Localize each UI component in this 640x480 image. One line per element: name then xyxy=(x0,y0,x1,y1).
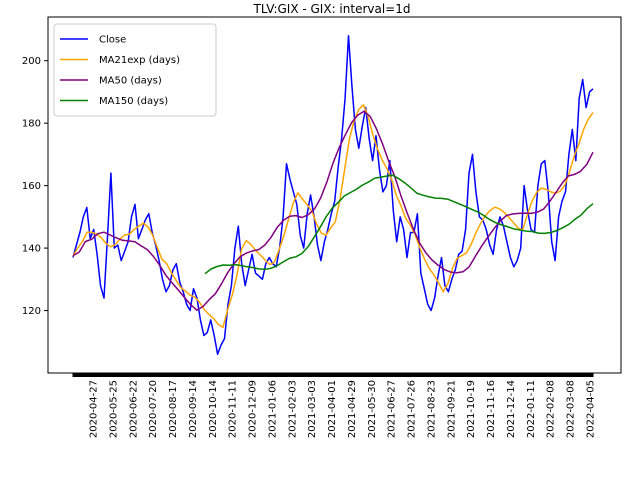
legend-label: MA50 (days) xyxy=(99,76,162,87)
x-tick-label: 2020-05-25 xyxy=(108,380,119,438)
legend-label: MA21exp (days) xyxy=(99,55,180,66)
series-line-ma50-days xyxy=(72,110,594,311)
y-tick-label: 160 xyxy=(22,181,41,192)
plot-area: 2020-04-27 2020-05-25 2020-06-22 2020-07-20… xyxy=(22,16,622,438)
x-tick-label: 2021-06-27 xyxy=(387,380,398,438)
x-tick-label: 2021-04-29 xyxy=(347,380,358,438)
x-tick-label: 2022-03-08 xyxy=(566,380,577,438)
x-tick-label: 2020-10-14 xyxy=(208,380,219,438)
x-tick-label: 2020-11-11 xyxy=(228,380,239,438)
x-tick-label: 2021-01-06 xyxy=(267,380,278,438)
y-tick-label: 140 xyxy=(22,244,41,255)
x-tick-label: 2020-12-09 xyxy=(248,380,259,438)
x-tick-label: 2020-08-17 xyxy=(168,380,179,438)
x-tick-label: 2020-09-14 xyxy=(188,380,199,438)
y-tick-label: 180 xyxy=(22,119,41,130)
y-axis-ticks: 120 140 160 180 200 xyxy=(22,56,48,317)
plot-frame xyxy=(47,16,622,374)
legend-label: Close xyxy=(99,35,126,46)
x-tick-label: 2022-02-08 xyxy=(546,380,557,438)
series-line-ma21exp-days xyxy=(72,104,594,329)
legend: Close MA21exp (days) MA50 (days) MA150 (day… xyxy=(53,23,217,117)
x-tick-label: 2021-02-03 xyxy=(287,380,298,438)
series-lines xyxy=(72,34,594,356)
legend-box xyxy=(53,23,217,117)
y-tick-label: 120 xyxy=(22,306,41,317)
x-tick-marks xyxy=(72,373,594,377)
x-tick-label: 2022-01-11 xyxy=(526,380,537,438)
x-tick-label: 2021-10-19 xyxy=(466,380,477,438)
x-tick-label: 2021-03-03 xyxy=(307,380,318,438)
y-tick-label: 200 xyxy=(22,56,41,67)
x-tick-label: 2022-04-05 xyxy=(586,380,597,438)
x-axis-ticks: 2020-04-27 2020-05-25 2020-06-22 2020-07-20… xyxy=(89,380,597,438)
chart-title: TLV:GIX - GIX: interval=1d xyxy=(253,2,411,16)
series-line-ma150-days xyxy=(204,174,594,275)
legend-label: MA150 (days) xyxy=(99,96,168,107)
x-tick-label: 2021-07-26 xyxy=(407,380,418,438)
x-tick-label: 2021-04-01 xyxy=(327,380,338,438)
x-tick-label: 2021-09-21 xyxy=(446,380,457,438)
x-tick-label: 2021-12-14 xyxy=(506,380,517,438)
x-tick-label: 2021-11-16 xyxy=(486,380,497,438)
x-tick-label: 2021-05-30 xyxy=(367,380,378,438)
x-tick-label: 2020-04-27 xyxy=(89,380,100,438)
x-tick-label: 2020-07-20 xyxy=(148,380,159,438)
x-tick-label: 2020-06-22 xyxy=(128,380,139,438)
x-tick-label: 2021-08-23 xyxy=(426,380,437,438)
